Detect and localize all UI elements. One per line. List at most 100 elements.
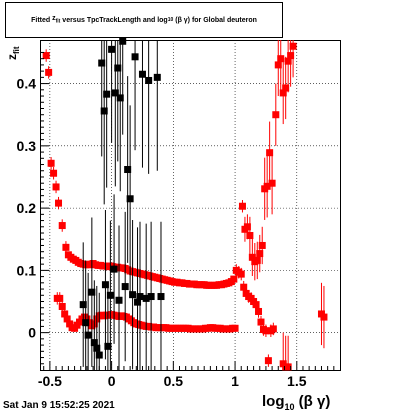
data-point	[142, 294, 150, 302]
data-point	[103, 90, 111, 98]
title-middle: versus TpcTrackLength and log	[62, 16, 168, 24]
x-tick-label: -0.5	[38, 373, 62, 389]
data-point	[238, 202, 246, 210]
data-point	[66, 320, 74, 328]
data-point	[58, 302, 66, 310]
data-point	[58, 222, 66, 230]
data-point	[83, 315, 91, 323]
data-point	[258, 241, 266, 249]
data-point	[230, 275, 238, 283]
y-tick-label: 0	[28, 325, 36, 341]
data-point	[243, 223, 251, 231]
data-point	[279, 89, 287, 97]
data-point	[47, 159, 55, 167]
data-point	[320, 313, 328, 321]
data-point	[114, 64, 122, 72]
data-point	[104, 342, 112, 350]
data-point	[262, 327, 270, 335]
data-point	[284, 57, 292, 65]
data-point	[237, 270, 245, 278]
data-point	[56, 294, 64, 302]
data-point	[101, 281, 109, 289]
data-point	[52, 183, 60, 191]
y-tick-label: 0.3	[17, 138, 37, 154]
data-point	[42, 52, 50, 60]
data-marks	[42, 37, 328, 371]
data-point	[263, 182, 271, 190]
data-point	[136, 293, 144, 301]
data-point	[116, 94, 124, 102]
y-axis-label: zfit	[5, 46, 21, 60]
data-point	[95, 351, 103, 359]
data-point	[147, 293, 155, 301]
data-point	[129, 291, 137, 299]
data-point	[126, 195, 134, 203]
data-point	[82, 319, 90, 327]
data-point	[63, 315, 71, 323]
data-point	[110, 265, 118, 273]
data-point	[79, 301, 87, 309]
timestamp: Sat Jan 9 15:52:25 2021	[3, 400, 115, 411]
frame	[40, 40, 341, 371]
data-point	[268, 179, 276, 187]
data-point	[45, 68, 53, 76]
data-point	[252, 301, 260, 309]
ticks: -0.5 0 0.5 1 1.5 0 0.1 0.2 0.3 0.4	[17, 51, 335, 389]
data-point	[108, 45, 116, 53]
data-point	[240, 283, 248, 291]
y-tick-label: 0.4	[17, 76, 37, 92]
data-point	[90, 339, 98, 347]
data-point	[289, 42, 297, 50]
data-point	[253, 256, 261, 264]
data-point	[62, 243, 70, 251]
title-tail: (β γ) for Global deuteron	[175, 16, 257, 24]
data-point	[277, 55, 285, 63]
data-point	[274, 61, 282, 69]
x-tick-label: 1.5	[287, 373, 307, 389]
data-point	[257, 318, 265, 326]
data-point	[157, 293, 165, 301]
x-tick-label: 0	[108, 373, 116, 389]
data-point	[256, 250, 264, 258]
x-tick-label: 0.5	[164, 373, 184, 389]
data-point	[124, 166, 132, 174]
data-point	[266, 149, 274, 157]
data-point	[134, 298, 142, 306]
data-point	[246, 232, 254, 240]
y-tick-label: 0.2	[17, 200, 37, 216]
data-point	[115, 296, 123, 304]
data-point	[119, 37, 127, 45]
data-point	[50, 169, 58, 177]
data-point	[121, 283, 129, 291]
data-point	[138, 70, 146, 78]
data-point	[100, 107, 108, 115]
title-log-sub: 10	[167, 17, 174, 23]
x-axis-label: log10 (β γ)	[262, 393, 330, 412]
x-tick-label: 1	[231, 373, 239, 389]
data-point	[272, 111, 280, 119]
y-tick-label: 0.1	[17, 262, 37, 278]
data-point	[287, 52, 295, 60]
data-point	[153, 73, 161, 81]
data-point	[55, 199, 63, 207]
data-point	[248, 253, 256, 261]
title-prefix: Fitted	[31, 16, 51, 24]
data-point	[111, 89, 119, 97]
title-z: zfit	[52, 15, 61, 25]
data-point	[93, 344, 101, 352]
data-point	[264, 357, 272, 365]
data-point	[231, 324, 239, 332]
data-point	[269, 325, 277, 333]
chart-title: Fitted zfit versus TpcTrackLength and lo…	[5, 2, 283, 38]
data-point	[255, 307, 263, 315]
data-point	[131, 53, 139, 61]
data-point	[88, 288, 96, 296]
data-point	[282, 84, 290, 92]
data-point	[145, 76, 153, 84]
data-point	[84, 331, 92, 339]
data-point	[106, 291, 114, 299]
data-point	[61, 310, 69, 318]
data-point	[284, 363, 292, 371]
data-point	[98, 59, 106, 67]
